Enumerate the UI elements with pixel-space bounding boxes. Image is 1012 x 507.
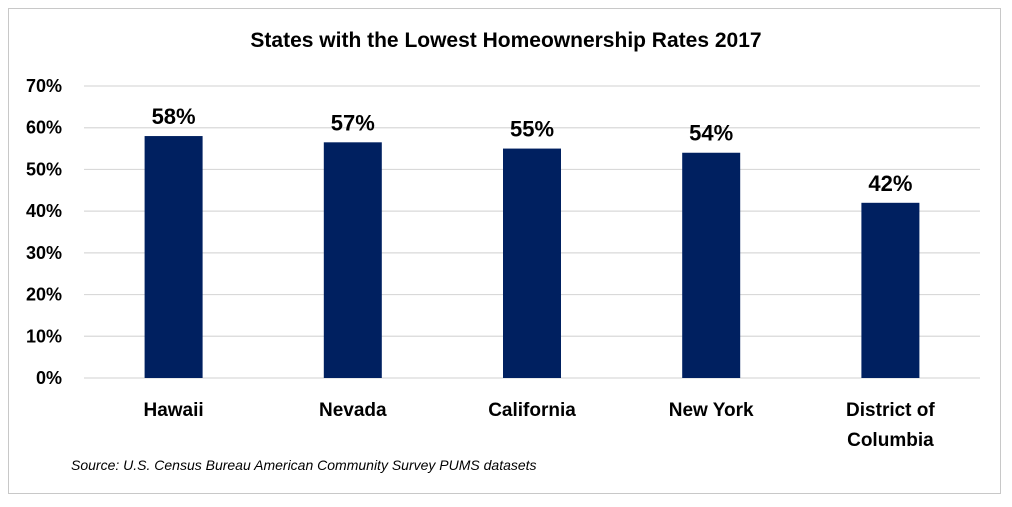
data-label: 58% <box>152 104 196 129</box>
y-tick-label: 40% <box>26 201 62 221</box>
x-category-label: Hawaii <box>143 400 203 421</box>
data-label: 54% <box>689 121 733 146</box>
bar <box>144 136 203 378</box>
y-tick-label: 50% <box>26 159 62 179</box>
y-tick-label: 60% <box>26 118 62 138</box>
data-label: 42% <box>868 171 912 196</box>
y-tick-label: 20% <box>26 285 62 305</box>
bar <box>682 152 741 378</box>
bar <box>323 142 382 378</box>
x-category-label: New York <box>669 400 754 421</box>
y-tick-label: 0% <box>36 368 62 388</box>
bar <box>503 148 561 378</box>
data-label: 57% <box>331 110 375 135</box>
source-note: Source: U.S. Census Bureau American Comm… <box>71 457 537 473</box>
x-category-label: Columbia <box>847 430 934 451</box>
x-category-label: District of <box>846 400 935 421</box>
bar <box>861 202 920 378</box>
y-tick-label: 10% <box>26 326 62 346</box>
x-category-label: California <box>488 400 576 421</box>
chart-title: States with the Lowest Homeownership Rat… <box>250 29 762 52</box>
data-label: 55% <box>510 117 554 142</box>
y-tick-label: 70% <box>26 76 62 96</box>
x-category-label: Nevada <box>319 400 387 421</box>
y-tick-label: 30% <box>26 243 62 263</box>
